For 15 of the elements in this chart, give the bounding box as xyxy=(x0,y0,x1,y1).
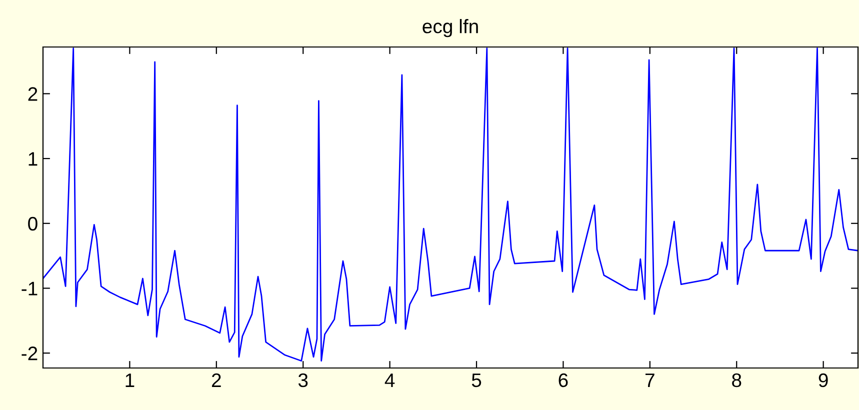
x-tick-label: 4 xyxy=(384,374,395,387)
x-tick-label: 8 xyxy=(732,373,742,388)
chart-title: ecg lfn xyxy=(422,19,478,38)
x-tick-label: 9 xyxy=(818,373,828,388)
x-tick-label: 5 xyxy=(472,374,482,388)
y-tick-label: -1 xyxy=(22,282,38,296)
y-tick-label: -2 xyxy=(22,346,38,360)
x-tick-label: 7 xyxy=(646,374,654,387)
x-tick-label: 2 xyxy=(212,373,221,387)
x-tick-label: 1 xyxy=(126,374,134,387)
y-tick-label: 1 xyxy=(28,152,38,166)
x-tick-label: 3 xyxy=(298,373,308,388)
y-tick-label: 0 xyxy=(28,216,38,231)
x-tick-label: 6 xyxy=(558,373,568,388)
y-tick-label: 2 xyxy=(28,87,38,101)
